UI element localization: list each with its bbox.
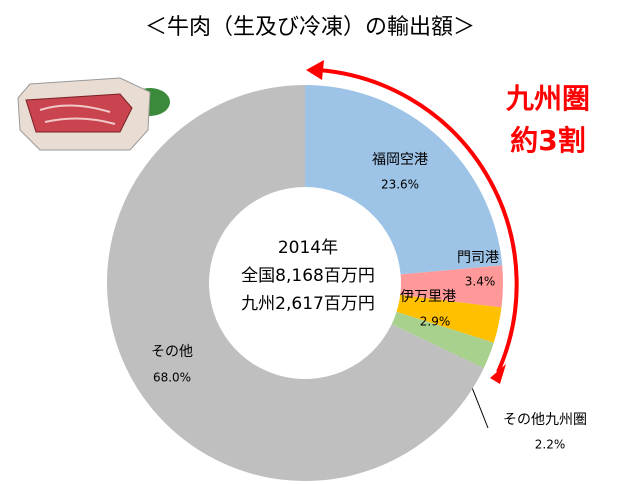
slice-label: 伊万里港 [400,289,456,305]
slice-label: 福岡空港 [372,152,428,168]
center-text: 全国8,168百万円 [241,266,375,286]
value-label: 2.9% [420,315,451,329]
chart: ＜牛肉（生及び冷凍）の輸出額＞ 九州圏 約3割 福岡空港 23.6% 門司港 3.4%… [0,0,618,484]
callout-text: 約3割 [510,124,585,157]
chart-title: ＜牛肉（生及び冷凍）の輸出額＞ [145,15,475,40]
slice-label: 門司港 [457,250,499,266]
slice-label: その他 [151,344,193,360]
value-label: 23.6% [381,178,419,192]
value-label: 2.2% [535,438,566,452]
value-label: 68.0% [153,371,191,385]
value-label: 3.4% [465,275,496,289]
meat-illustration [18,78,170,150]
slice-label: その他九州圏 [503,412,587,428]
center-text: 2014年 [278,238,338,258]
callout-text: 九州圏 [506,82,590,115]
center-text: 九州2,617百万円 [241,294,375,314]
